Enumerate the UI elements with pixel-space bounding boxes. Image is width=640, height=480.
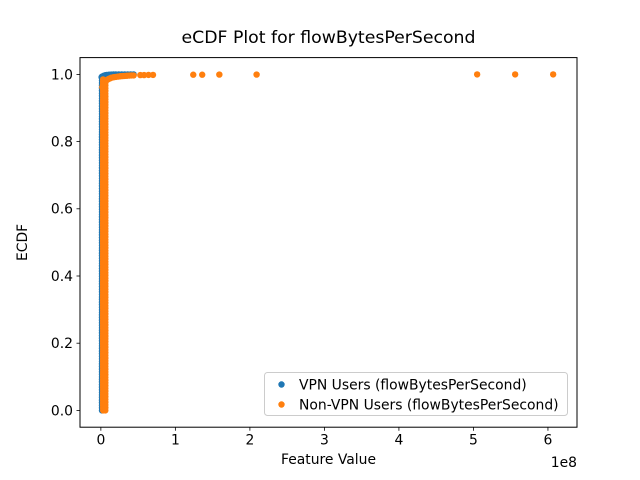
scatter-point: [511, 71, 519, 78]
scatter-point: [473, 71, 481, 78]
y-tick-label: 0.8: [51, 135, 73, 151]
y-tick-label: 0.2: [51, 336, 73, 352]
scatter-point: [190, 71, 197, 78]
y-tick-label: 0.0: [51, 403, 73, 419]
x-tick-label: 4: [394, 433, 403, 449]
legend-box: [264, 372, 568, 416]
legend-label-nonvpn: Non-VPN Users (flowBytesPerSecond): [299, 398, 559, 414]
x-tick-label: 3: [320, 433, 329, 449]
scatter-point: [253, 71, 260, 78]
y-tick-label: 1.0: [51, 67, 73, 83]
x-tick-label: 2: [245, 433, 254, 449]
x-axis-label: Feature Value: [281, 452, 376, 468]
legend: VPN Users (flowBytesPerSecond) Non-VPN U…: [264, 372, 568, 416]
x-axis-offset-label: 1e8: [551, 455, 577, 471]
y-axis-label: ECDF: [15, 224, 31, 261]
x-tick-label: 0: [96, 433, 105, 449]
y-tick-label: 0.6: [51, 202, 73, 218]
y-tick-label: 0.4: [51, 269, 73, 285]
scatter-point: [130, 72, 137, 79]
scatter-series-root: [98, 71, 557, 414]
legend-marker-nonvpn-icon: [278, 401, 285, 408]
legend-label-vpn: VPN Users (flowBytesPerSecond): [299, 378, 527, 394]
scatter-point: [145, 71, 152, 79]
scatter-point: [549, 71, 557, 78]
x-tick-label: 6: [544, 433, 553, 449]
plot-area: [79, 57, 578, 428]
scatter-series-1: [99, 71, 557, 414]
scatter-point: [199, 71, 206, 78]
scatter-point: [140, 71, 148, 79]
x-tick-label: 5: [469, 433, 478, 449]
scatter-point: [216, 71, 223, 78]
legend-marker-vpn-icon: [278, 381, 285, 388]
y-axis-ticks: 0.0 0.2 0.4 0.6 0.8 1.0: [51, 67, 80, 419]
x-tick-label: 1: [171, 433, 180, 449]
scatter-point: [149, 71, 157, 79]
x-axis-ticks: 0 1 2 3 4 5 6: [96, 427, 552, 449]
chart-title: eCDF Plot for flowBytesPerSecond: [182, 28, 476, 48]
